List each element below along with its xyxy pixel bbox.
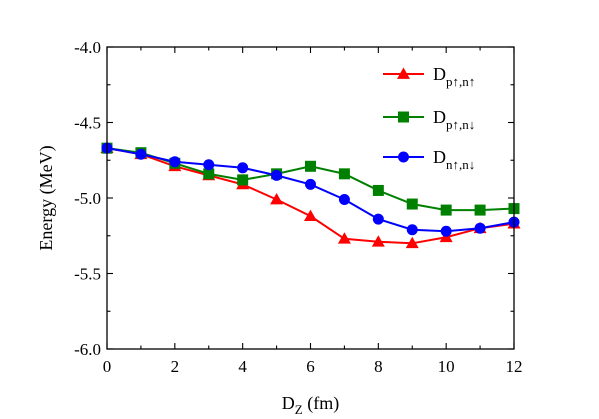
data-point (406, 198, 418, 210)
legend-label-main: D (433, 64, 446, 84)
legend-label-sub: n↑,n↓ (446, 157, 475, 172)
series-circle (101, 142, 520, 237)
plot-frame (106, 46, 515, 350)
data-point (474, 222, 486, 234)
x-axis-label-main: D (282, 393, 295, 413)
legend-label-sub: p↑,n↑ (446, 74, 475, 89)
data-point (305, 160, 316, 172)
y-tick-label: -6.0 (74, 340, 101, 359)
x-tick-label: 2 (171, 357, 180, 376)
legend-label: Dn↑,n↓ (433, 147, 475, 172)
data-point (371, 235, 385, 247)
data-point (203, 168, 215, 180)
plot-area (100, 141, 521, 249)
legend-marker (398, 111, 409, 123)
data-point (406, 224, 418, 236)
x-axis-label-sub: Z (295, 402, 303, 417)
data-point (337, 232, 351, 244)
x-tick-label: 10 (438, 357, 455, 376)
legend-label: Dp↑,n↓ (433, 107, 475, 132)
data-point (135, 148, 147, 160)
x-axis-label: DZ (fm) (282, 393, 339, 417)
legend-label: Dp↑,n↑ (433, 64, 475, 89)
data-point (372, 213, 384, 225)
x-tick-label: 4 (238, 357, 247, 376)
x-tick-label: 12 (506, 357, 523, 376)
data-point (237, 162, 249, 174)
legend-entry: Dp↑,n↑ (383, 64, 475, 89)
data-point (271, 169, 283, 181)
legend-label-main: D (433, 147, 446, 167)
y-tick-label: -5.5 (74, 265, 101, 284)
legend-entry: Dn↑,n↓ (383, 147, 475, 172)
x-tick-label: 8 (374, 357, 383, 376)
data-point (405, 236, 419, 249)
legend-marker (398, 151, 409, 163)
data-point (338, 194, 350, 206)
x-tick-label: 0 (103, 357, 112, 376)
axes: 0 2 4 6 8 10 12 -4.0 -4.5 -5.0 -5.5 -6.0 Energy (MeV… (36, 38, 523, 417)
data-point (203, 159, 215, 171)
data-point (440, 204, 452, 216)
legend-label-main: D (433, 107, 446, 127)
data-point (474, 204, 486, 216)
legend-marker (397, 67, 410, 79)
data-point (270, 193, 284, 205)
y-axis-label: Energy (MeV) (36, 145, 57, 250)
y-tick-label: -4.5 (74, 114, 101, 133)
legend-entry: Dp↑,n↓ (383, 107, 475, 132)
data-point (237, 174, 249, 186)
legend: Dp↑,n↑Dp↑,n↓Dn↑,n↓ (383, 64, 475, 172)
data-point (304, 209, 317, 221)
x-axis-label-unit: (fm) (303, 393, 339, 414)
legend-label-sub: p↑,n↓ (446, 117, 475, 132)
data-point (338, 168, 350, 180)
y-tick-label: -5.0 (74, 189, 101, 208)
x-tick-label: 6 (306, 357, 315, 376)
data-point (169, 156, 181, 168)
data-point (440, 225, 452, 237)
data-point (372, 184, 384, 196)
data-point (305, 178, 316, 190)
y-tick-label: -4.0 (74, 38, 101, 57)
